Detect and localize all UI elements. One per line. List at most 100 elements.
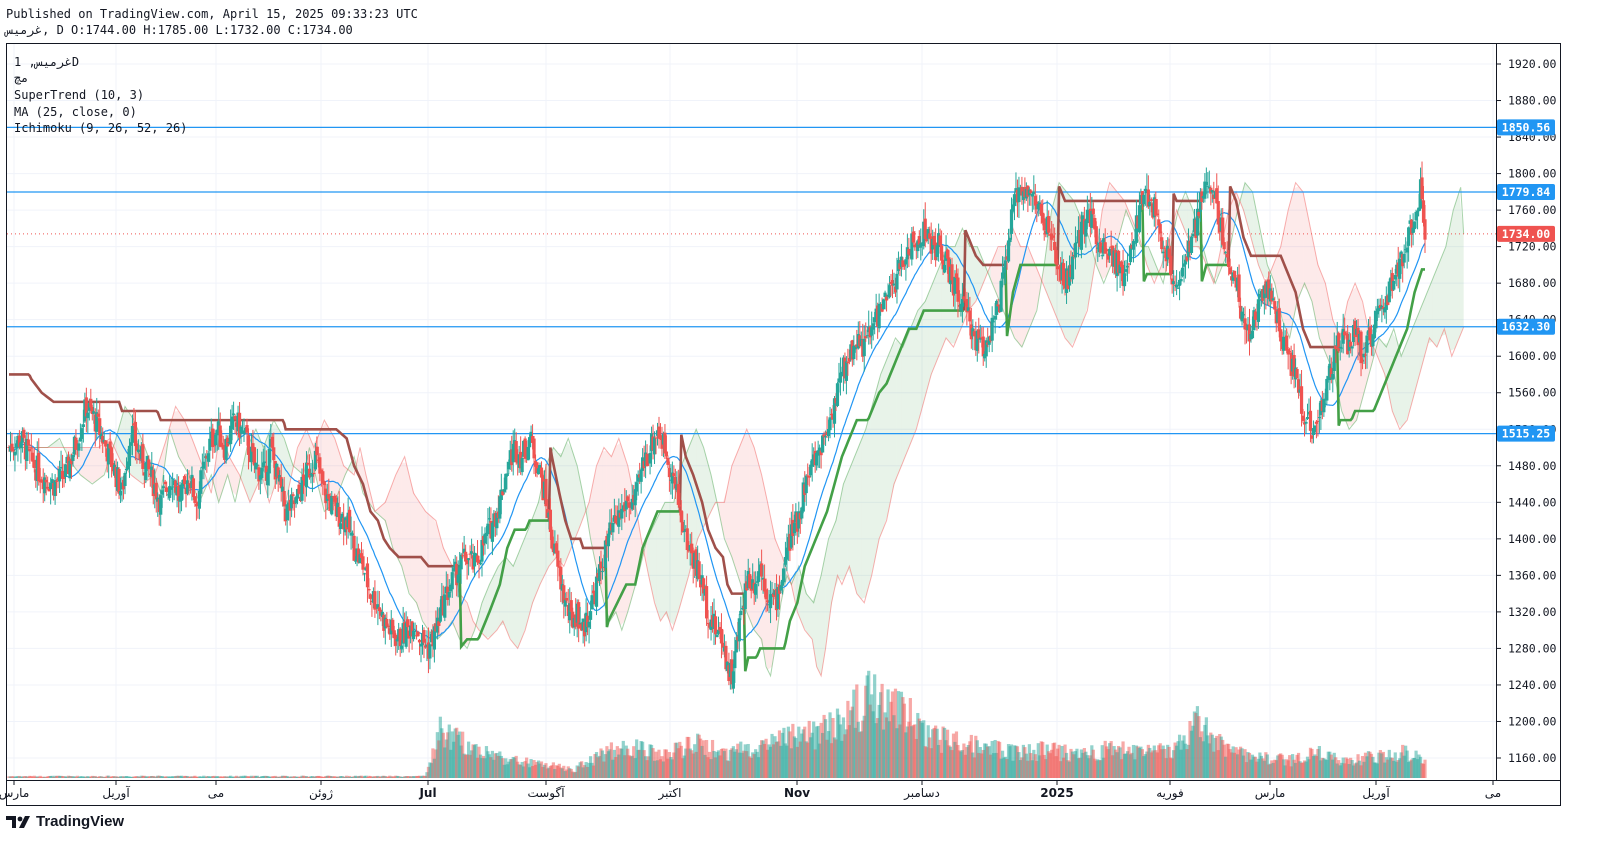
candle-body [1002, 267, 1006, 273]
candle-body [1203, 181, 1207, 199]
cloud-segment [290, 456, 295, 482]
candle-body [992, 321, 996, 323]
candle-body [935, 245, 939, 257]
candle-body [603, 540, 608, 568]
volume-bar [202, 775, 206, 778]
candle-body [624, 500, 628, 510]
candle-body [911, 231, 915, 243]
candle-body [809, 464, 813, 476]
candle-body [89, 398, 93, 408]
candle-body [1273, 301, 1277, 310]
cloud-segment [1075, 204, 1080, 340]
cloud-segment [1378, 337, 1384, 371]
cloud-segment [303, 432, 308, 475]
cloud-segment [93, 447, 99, 483]
candle-body [938, 235, 942, 246]
cloud-segment [1401, 345, 1406, 428]
cloud-segment [660, 502, 665, 622]
candle-body [163, 481, 167, 485]
candle-body [108, 441, 112, 449]
candle-body [993, 316, 997, 320]
candle-body [71, 454, 75, 461]
candle-body [507, 462, 511, 470]
cloud-segment [1017, 239, 1022, 348]
candle-body [472, 552, 477, 567]
cloud-segment [589, 480, 594, 554]
cloud-segment [825, 535, 831, 649]
candle-body [202, 461, 206, 469]
candle-body [563, 599, 567, 607]
candle-body [123, 472, 127, 487]
candle-body [353, 560, 358, 562]
candle-body [220, 442, 224, 446]
candle-body [633, 489, 637, 506]
candle-body [44, 479, 48, 483]
candle-body [1180, 267, 1185, 277]
cloud-segment [1026, 246, 1031, 337]
candle-body [832, 398, 837, 424]
candle-body [523, 438, 527, 459]
candle-body [168, 486, 172, 498]
cloud-segment [1427, 279, 1433, 344]
candle-body [1032, 191, 1036, 195]
candle-body [559, 566, 563, 590]
supertrend-down [962, 229, 1006, 311]
candle-body [92, 411, 96, 414]
time-axis: مارس آوریل می ژوئن Jul آگوست اکتبر Nov دسامبر 202… [0, 780, 1501, 801]
candle-body [77, 443, 81, 451]
cloud-segment [513, 555, 518, 649]
candle-body [670, 472, 674, 484]
published-line: Published on TradingView.com, April 15, … [6, 7, 418, 21]
cloud-segment [1129, 211, 1134, 229]
candle-body [281, 486, 285, 492]
candle-body [504, 473, 508, 490]
candle-body [229, 425, 233, 445]
candle-body [498, 496, 502, 519]
candle-body [450, 572, 454, 590]
candle-body [478, 562, 483, 564]
legend-exchange: مچ [14, 71, 28, 85]
cloud-segment [187, 427, 192, 483]
candle-body [404, 623, 408, 647]
cloud-segment [1445, 224, 1451, 351]
candle-body [1011, 204, 1015, 212]
x-tick-label: Jul [418, 786, 436, 800]
y-tick-label: 1280.00 [1508, 641, 1557, 655]
candle-body [645, 453, 649, 467]
candle-body [475, 555, 480, 563]
candle-body [719, 628, 724, 644]
cloud-segment [812, 591, 817, 667]
cloud-segment [522, 533, 527, 638]
candle-body [815, 453, 819, 466]
candle-body [768, 594, 773, 609]
candle-body [535, 462, 539, 474]
cloud-segment [1088, 237, 1094, 302]
cloud-segment [236, 469, 242, 496]
cloud-segment [571, 447, 576, 548]
candle-body [672, 473, 676, 477]
candle-body [1325, 378, 1329, 401]
candle-body [290, 494, 294, 509]
candle-body [1337, 333, 1341, 352]
candle-body [1360, 359, 1365, 362]
cloud-segment [1298, 186, 1304, 298]
candle-body [43, 477, 47, 494]
candle-body [1003, 260, 1008, 268]
candle-body [231, 413, 236, 415]
candle-body [978, 337, 982, 340]
candle-body [1417, 207, 1421, 212]
candle-body [678, 504, 682, 507]
candle-body [40, 479, 44, 483]
candle-body [635, 482, 639, 492]
candle-body [685, 528, 689, 551]
candle-body [526, 446, 530, 461]
candle-body [1247, 324, 1252, 342]
candle-body [1093, 217, 1097, 230]
cloud-segment [856, 440, 862, 600]
cloud-segment [892, 339, 897, 492]
candle-body [1359, 331, 1363, 364]
candle-body [1051, 235, 1055, 238]
candle-body [923, 218, 927, 239]
candle-body [1392, 280, 1396, 290]
